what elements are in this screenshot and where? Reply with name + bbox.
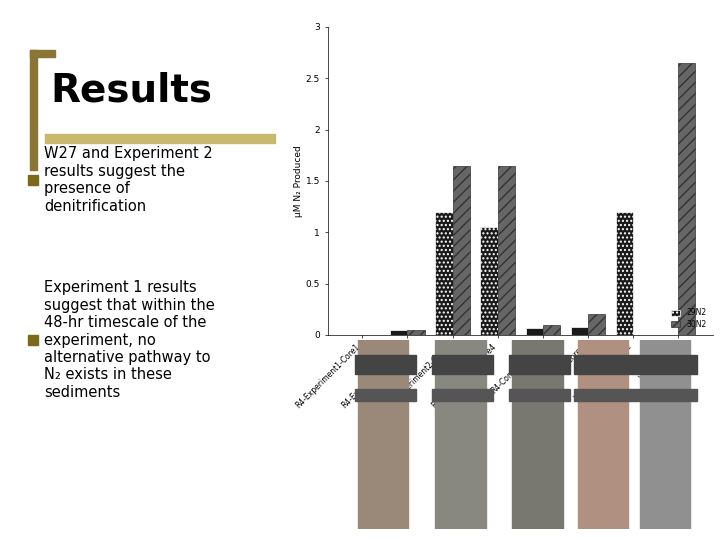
Bar [431, 355, 493, 374]
Bar [543, 325, 560, 335]
Bar [45, 134, 275, 143]
Bar [359, 340, 408, 529]
Bar [701, 45, 708, 110]
Bar [639, 340, 690, 529]
Bar [354, 389, 416, 401]
Bar [574, 389, 636, 401]
Bar [526, 328, 543, 335]
Bar [574, 355, 636, 374]
Bar [30, 50, 37, 170]
Bar [480, 227, 498, 335]
Bar [431, 389, 493, 401]
Bar [513, 340, 562, 529]
Bar [571, 327, 588, 335]
Text: Experiment 1 results
suggest that within the
48-hr timescale of the
experiment, : Experiment 1 results suggest that within… [44, 280, 215, 400]
Y-axis label: μM N₂ Produced: μM N₂ Produced [294, 145, 303, 217]
Bar [578, 340, 628, 529]
Bar [636, 389, 698, 401]
Bar [436, 340, 485, 529]
Bar [30, 50, 55, 57]
Bar [408, 329, 425, 335]
Text: Results: Results [50, 72, 212, 110]
Bar [588, 314, 605, 335]
Bar [678, 63, 696, 335]
Text: W27 and Experiment 2
results suggest the
presence of
denitrification: W27 and Experiment 2 results suggest the… [44, 146, 212, 214]
Bar [28, 335, 38, 345]
Bar [508, 355, 570, 374]
Bar [636, 355, 698, 374]
Bar [436, 212, 452, 335]
Bar [508, 389, 570, 401]
Bar [616, 212, 633, 335]
Bar [28, 175, 38, 185]
Bar [452, 165, 469, 335]
Bar [354, 355, 416, 374]
Legend: 29N2, 30N2: 29N2, 30N2 [669, 306, 709, 331]
Bar [390, 329, 408, 335]
Bar [498, 165, 515, 335]
Bar [690, 45, 708, 52]
